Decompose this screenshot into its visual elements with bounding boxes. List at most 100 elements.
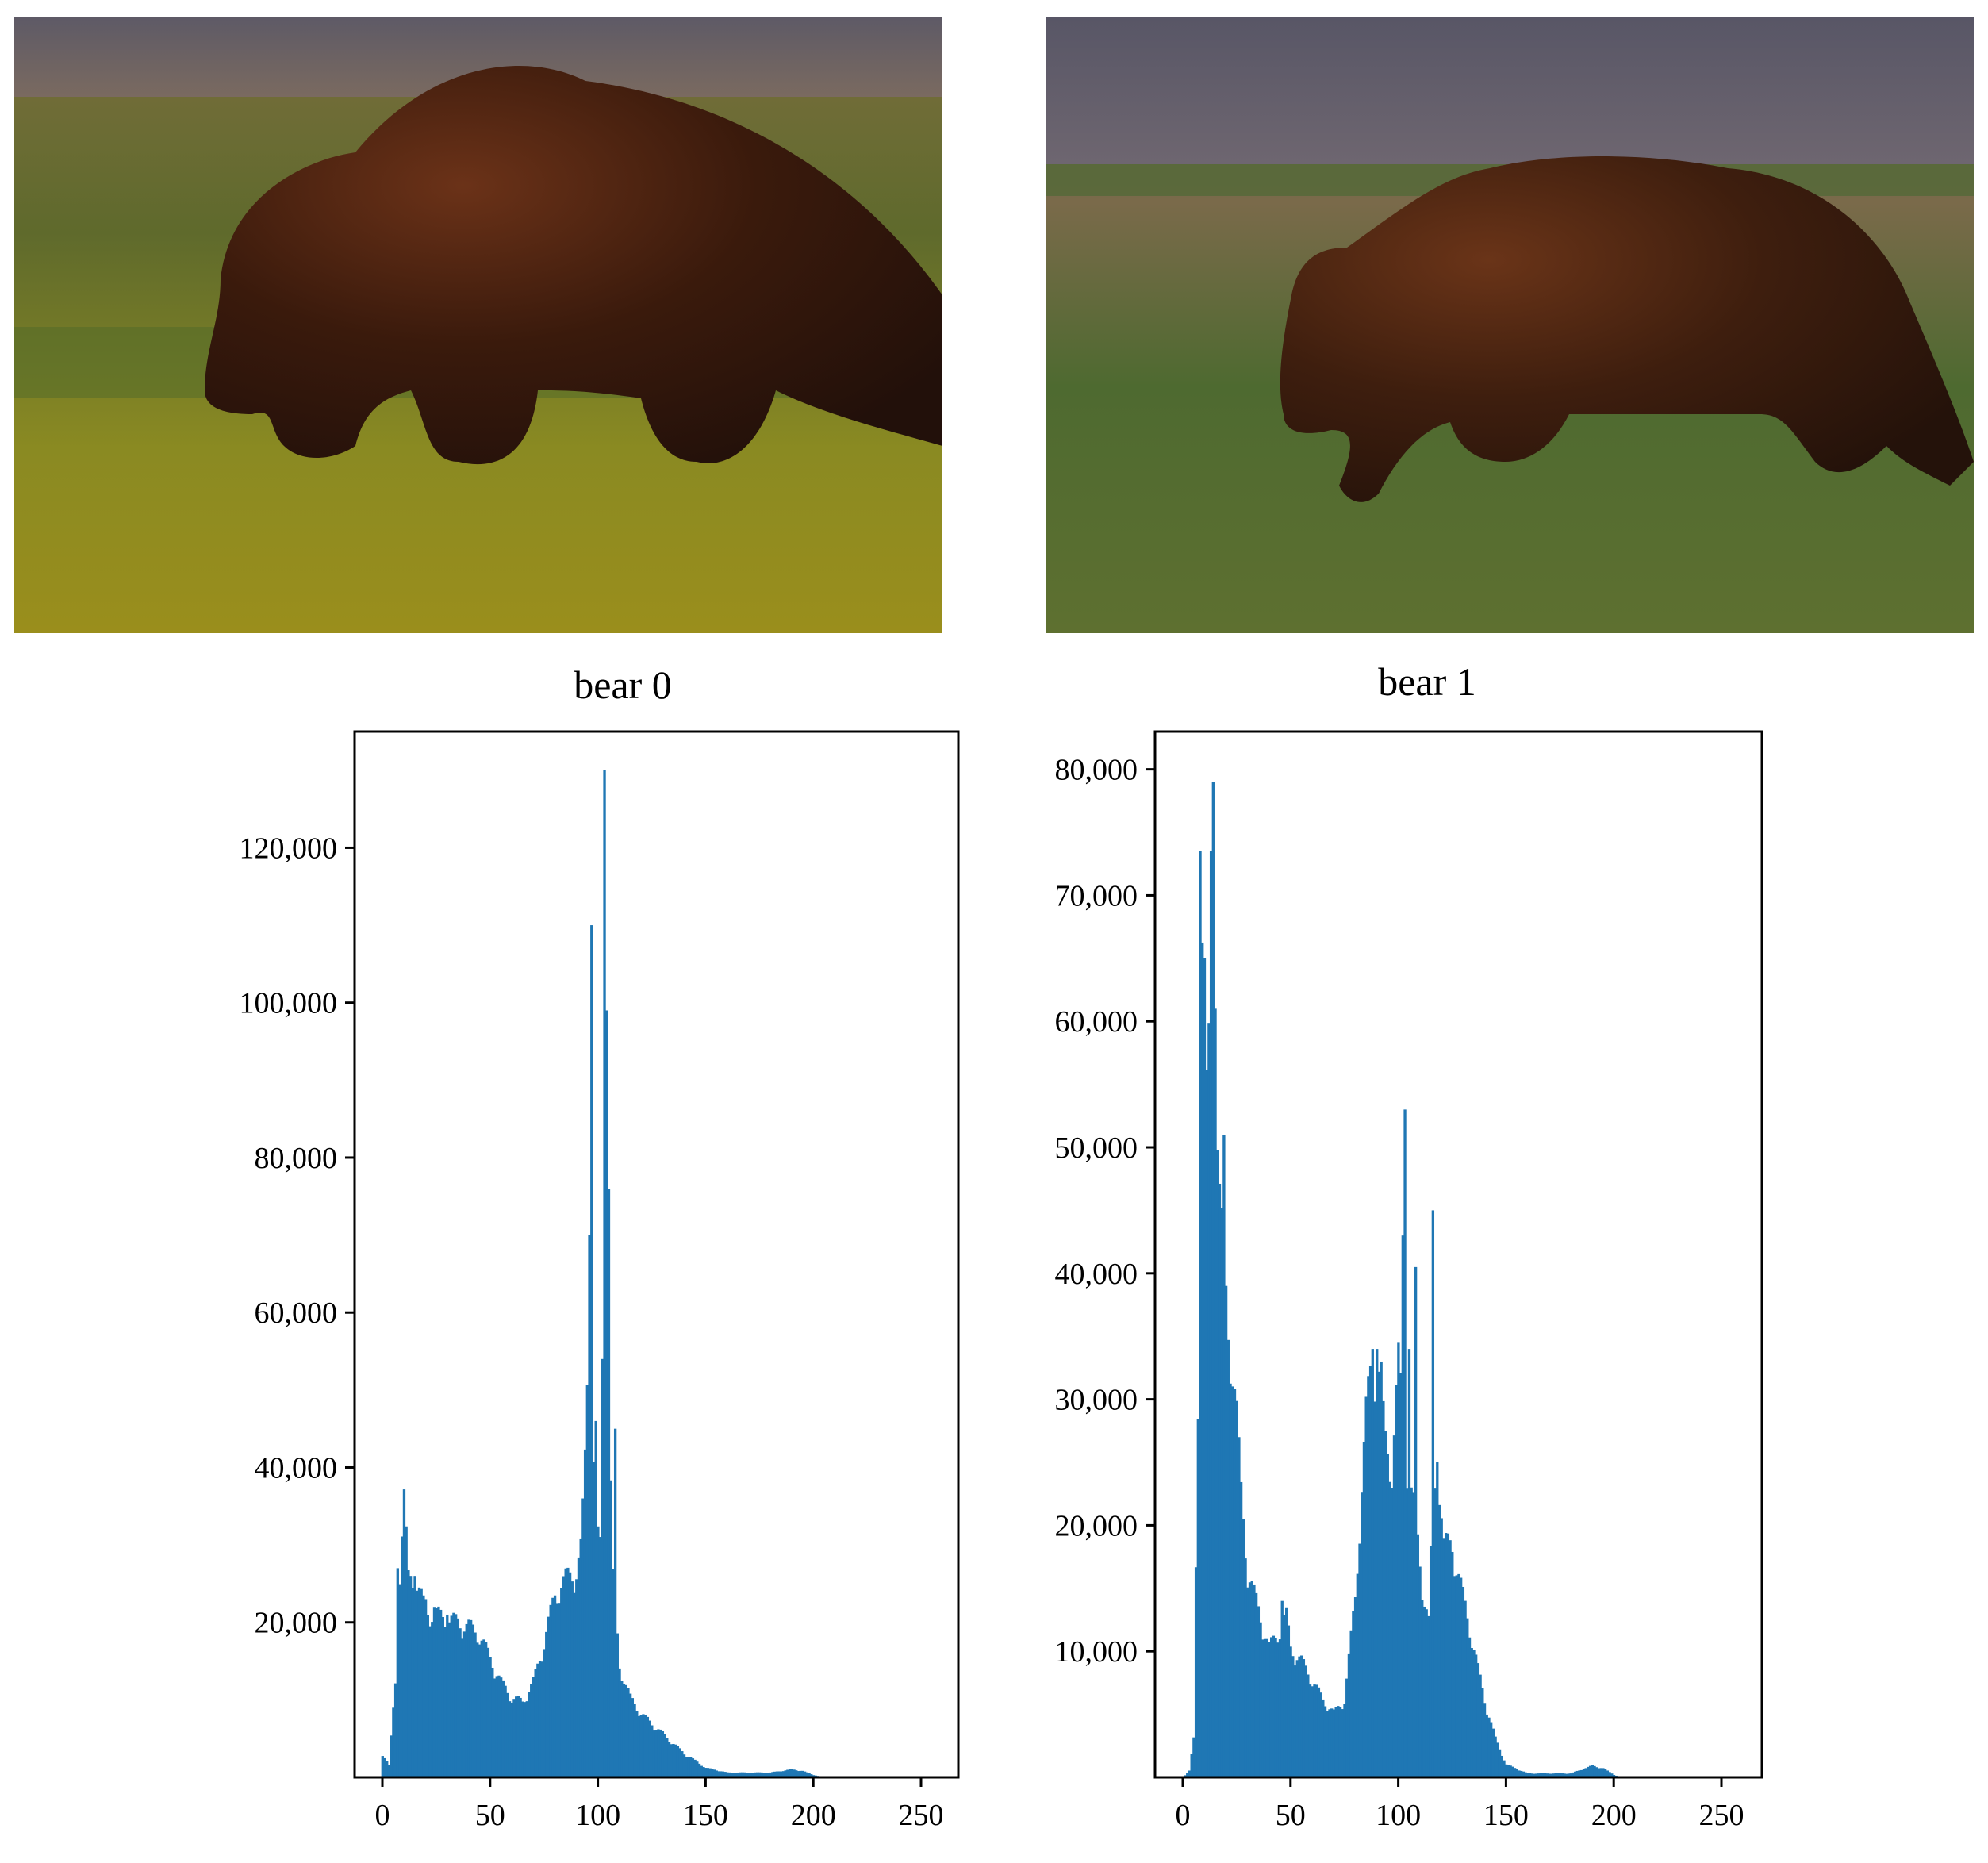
histogram-bar <box>685 1757 688 1777</box>
histogram-bar <box>1606 1770 1610 1777</box>
histogram-bar <box>1479 1674 1482 1777</box>
x-tick-label: 0 <box>375 1799 390 1832</box>
histogram-bar <box>1343 1704 1346 1777</box>
histogram-bar <box>663 1734 666 1777</box>
histogram-bar <box>1380 1361 1383 1777</box>
histogram-bar <box>620 1681 624 1777</box>
histogram-bar <box>1392 1435 1396 1777</box>
histogram-bar <box>607 1189 611 1777</box>
histogram-bar <box>398 1584 401 1777</box>
histogram-bar <box>667 1742 671 1777</box>
histogram-bar <box>1442 1538 1445 1777</box>
histogram-bar <box>702 1767 705 1777</box>
histogram-bar <box>1599 1768 1602 1777</box>
histogram-bar <box>1272 1635 1276 1777</box>
histogram-bar <box>1308 1684 1312 1777</box>
histogram-bar <box>495 1676 498 1777</box>
histogram-bar <box>1214 1008 1217 1777</box>
histogram-bar <box>648 1720 651 1777</box>
histogram-bar <box>1238 1437 1241 1777</box>
histogram-bar <box>1608 1772 1611 1777</box>
histogram-bar <box>1490 1722 1493 1777</box>
x-tick-label: 250 <box>1699 1799 1744 1832</box>
histogram-bar <box>1410 1487 1413 1777</box>
histogram-bar <box>672 1744 675 1777</box>
histogram-bar <box>566 1567 570 1777</box>
histogram-bar <box>795 1770 798 1777</box>
histogram-bar <box>588 1235 591 1777</box>
histogram-bar <box>628 1693 632 1777</box>
histogram-bar <box>682 1754 686 1777</box>
histogram-bar <box>1503 1760 1506 1777</box>
histogram-bar <box>1295 1660 1299 1777</box>
histogram-bar <box>551 1597 555 1777</box>
histogram-bar <box>1201 942 1204 1777</box>
histogram-bar <box>1250 1581 1253 1777</box>
histogram-bar <box>540 1661 543 1777</box>
histogram-bar <box>723 1772 727 1777</box>
histogram-bar <box>750 1773 753 1777</box>
histogram-bar <box>1511 1766 1514 1777</box>
histogram-bar <box>1289 1646 1292 1777</box>
histogram-bar <box>1513 1768 1517 1777</box>
histogram-bar <box>1211 782 1215 1777</box>
histogram-bar <box>706 1768 710 1777</box>
histogram-bar <box>426 1615 429 1777</box>
histogram-bar <box>651 1725 654 1777</box>
histogram-bar <box>1395 1385 1398 1777</box>
histogram-bar <box>581 1498 585 1777</box>
histogram-bar <box>390 1735 393 1777</box>
histogram-bar <box>1554 1773 1557 1777</box>
histogram-bar <box>1388 1481 1391 1777</box>
histogram-bar <box>612 1569 615 1777</box>
histogram-bar <box>1518 1770 1521 1777</box>
histogram-bar <box>577 1557 581 1777</box>
histogram-bar <box>431 1622 434 1777</box>
histogram-bar <box>462 1631 466 1777</box>
histogram-bar <box>386 1761 389 1777</box>
histogram-bar <box>1222 1135 1226 1777</box>
histogram-bar <box>1455 1575 1458 1777</box>
histogram-bar <box>1334 1707 1337 1777</box>
histogram-bar <box>1376 1349 1379 1777</box>
histogram-bar <box>1461 1586 1465 1777</box>
histogram-bar <box>439 1609 443 1777</box>
histogram-bar <box>786 1769 789 1777</box>
histogram-bar <box>417 1587 421 1777</box>
histogram-bar <box>735 1773 738 1777</box>
histogram-bar <box>1382 1400 1385 1777</box>
histogram-bar <box>1205 1070 1208 1777</box>
histogram-bar <box>796 1771 800 1777</box>
histogram-bar <box>780 1771 783 1777</box>
histogram-bar <box>727 1772 731 1777</box>
y-tick-label: 100,000 <box>240 987 338 1020</box>
histogram-bar <box>1377 1371 1381 1777</box>
histogram-bar <box>411 1588 414 1777</box>
histogram-bar <box>1597 1768 1601 1777</box>
histogram-bar <box>543 1649 546 1777</box>
histogram-bar <box>1412 1492 1415 1777</box>
histogram-bar <box>413 1576 416 1777</box>
histogram-bar <box>773 1771 777 1777</box>
histogram-bar <box>515 1696 518 1777</box>
histogram-bar <box>1276 1642 1280 1777</box>
histogram-bar <box>762 1773 766 1777</box>
histogram-bar <box>788 1769 792 1777</box>
histogram-bar <box>1591 1765 1594 1777</box>
histogram-bar <box>441 1616 445 1777</box>
y-tick-label: 60,000 <box>255 1296 338 1330</box>
histogram-bar <box>1188 1770 1192 1777</box>
histogram-bar <box>409 1576 413 1777</box>
chart-0: 0 50 100 150 200 250 20,000 40,000 60,000 80,000 1… <box>240 730 960 1832</box>
histogram-bar <box>1451 1551 1454 1777</box>
histogram-bar <box>1356 1573 1359 1777</box>
x-tick-label: 100 <box>575 1799 620 1832</box>
histogram-bar <box>1446 1533 1450 1777</box>
histogram-bar <box>1468 1637 1472 1777</box>
histogram-bar <box>1235 1400 1238 1777</box>
histogram-bar <box>1194 1567 1198 1777</box>
histogram-bar <box>1293 1665 1297 1777</box>
histogram-bar <box>1422 1606 1426 1777</box>
histogram-bar <box>637 1715 641 1777</box>
